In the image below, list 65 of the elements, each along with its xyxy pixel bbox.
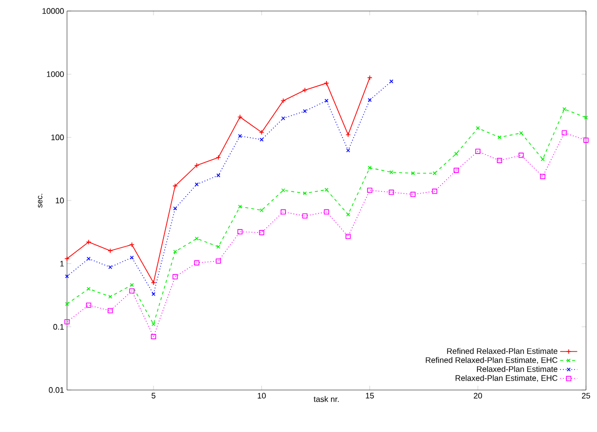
point bbox=[367, 188, 372, 193]
y-tick-label: 1000 bbox=[46, 71, 64, 78]
y-tick-label: 10 bbox=[56, 198, 64, 204]
point bbox=[194, 260, 200, 266]
point bbox=[86, 239, 92, 245]
point bbox=[216, 173, 220, 178]
point bbox=[432, 188, 438, 194]
point bbox=[454, 168, 459, 173]
x-tick-label: 25 bbox=[582, 392, 590, 399]
point bbox=[562, 107, 566, 112]
point bbox=[518, 152, 524, 158]
point bbox=[64, 319, 70, 324]
point bbox=[540, 174, 546, 180]
point bbox=[216, 154, 221, 160]
point bbox=[302, 109, 307, 114]
legend-label: Relaxed-Plan Estimate, EHC bbox=[456, 375, 558, 382]
y-tick-label: 10000 bbox=[42, 8, 64, 14]
point bbox=[108, 308, 113, 314]
point bbox=[172, 183, 178, 189]
point bbox=[238, 134, 242, 138]
point bbox=[389, 79, 394, 84]
point bbox=[260, 138, 264, 142]
point bbox=[475, 148, 480, 154]
point bbox=[388, 190, 394, 195]
y-axis-title: sec. bbox=[38, 194, 42, 208]
point bbox=[108, 294, 112, 299]
point bbox=[583, 138, 589, 143]
x-tick-label: 20 bbox=[474, 392, 482, 399]
point bbox=[237, 229, 243, 234]
y-tick-label: 0.01 bbox=[48, 387, 64, 393]
x-tick-label: 5 bbox=[152, 392, 156, 398]
point bbox=[562, 130, 567, 136]
point bbox=[65, 302, 69, 306]
y-tick-label: 0.1 bbox=[53, 324, 64, 330]
point bbox=[150, 334, 156, 340]
x-tick-label: 15 bbox=[366, 392, 374, 398]
point bbox=[302, 87, 308, 93]
point bbox=[496, 158, 502, 164]
point bbox=[173, 250, 178, 254]
point bbox=[237, 114, 243, 120]
point bbox=[173, 206, 178, 210]
point bbox=[476, 126, 480, 130]
point bbox=[172, 274, 178, 280]
point bbox=[368, 166, 372, 170]
point bbox=[410, 192, 416, 197]
x-tick-label: 10 bbox=[258, 392, 266, 399]
point bbox=[540, 157, 545, 162]
point bbox=[216, 258, 221, 264]
x-axis-title: task nr. bbox=[314, 396, 339, 402]
legend-label: Refined Relaxed-Plan Estimate, EHC bbox=[426, 357, 558, 364]
point bbox=[454, 152, 458, 156]
point bbox=[280, 209, 286, 215]
point bbox=[129, 288, 134, 294]
y-tick-label: 100 bbox=[51, 134, 64, 140]
legend-label: Refined Relaxed-Plan Estimate bbox=[447, 348, 558, 354]
point bbox=[86, 302, 92, 308]
point bbox=[324, 209, 330, 215]
point bbox=[302, 213, 308, 219]
point bbox=[281, 188, 286, 192]
point bbox=[259, 230, 264, 236]
y-tick-label: 1 bbox=[60, 260, 64, 266]
legend-label: Relaxed-Plan Estimate bbox=[477, 366, 558, 372]
point bbox=[86, 256, 91, 261]
point bbox=[346, 234, 351, 240]
point bbox=[108, 265, 112, 270]
